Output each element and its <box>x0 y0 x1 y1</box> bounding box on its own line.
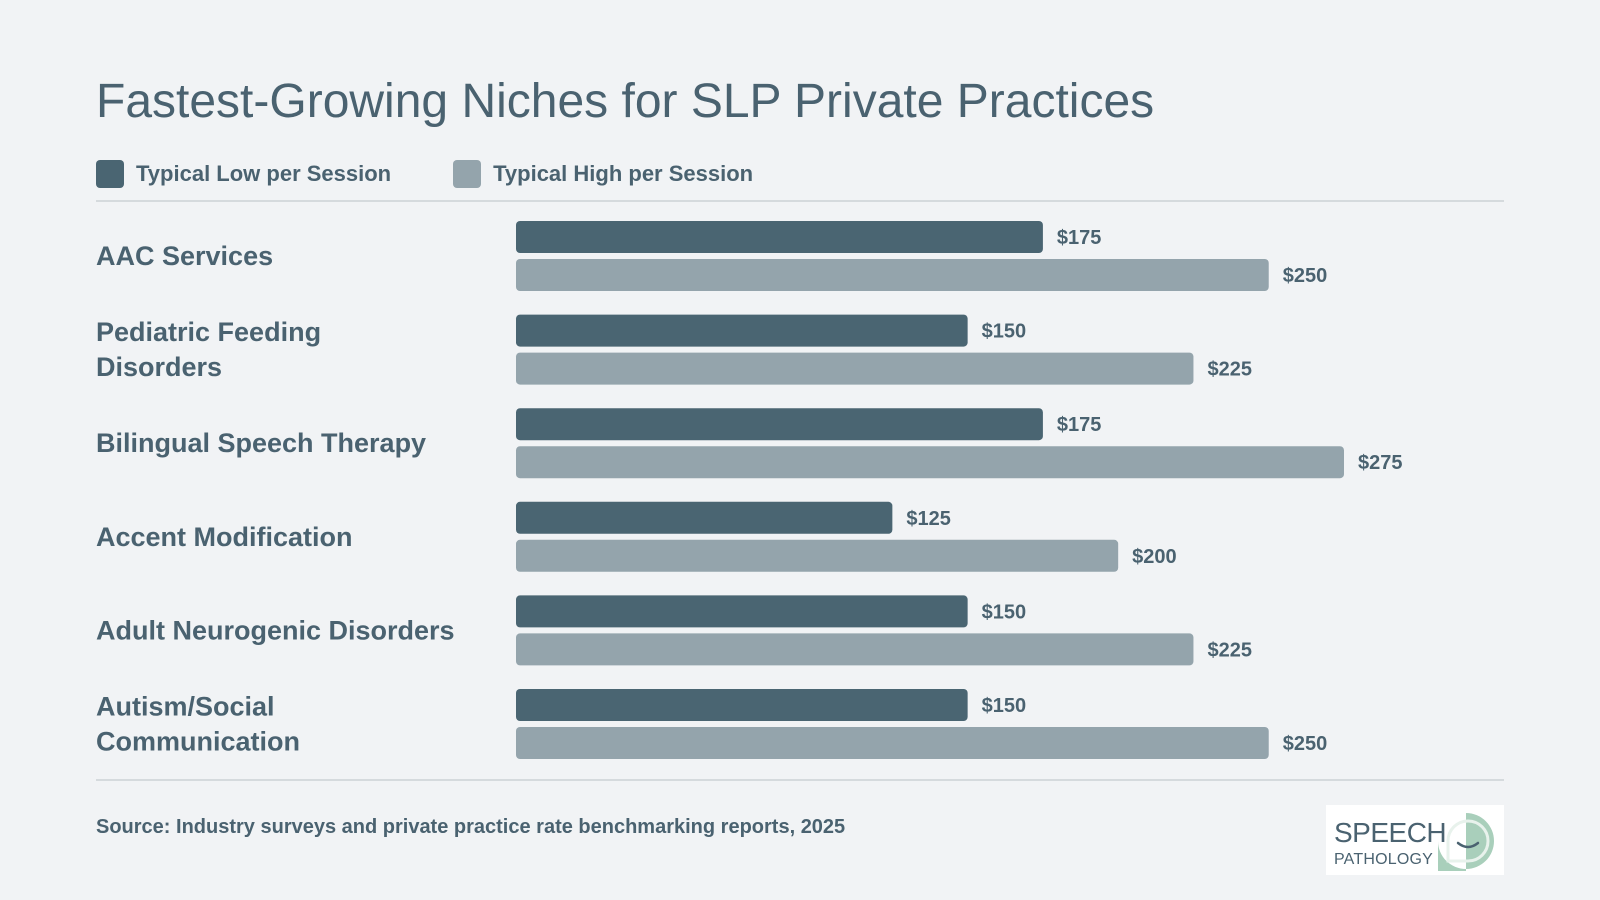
legend-item-high: Typical High per Session <box>453 160 753 188</box>
bar-high <box>516 633 1194 666</box>
value-label-low: $175 <box>1057 414 1102 436</box>
bar-low <box>516 689 968 721</box>
category-label: Pediatric Feeding Disorders <box>96 317 321 382</box>
value-label-high: $200 <box>1132 546 1177 568</box>
logo-text-speech: SPEECH <box>1334 817 1447 848</box>
value-label-low: $175 <box>1057 227 1102 249</box>
legend-label-high: Typical High per Session <box>493 161 754 186</box>
source-note: Source: Industry surveys and private pra… <box>96 816 846 838</box>
brand-logo: SPEECH PATHOLOGY <box>1326 805 1504 875</box>
chart-title: Fastest-Growing Niches for SLP Private P… <box>96 75 1155 128</box>
legend: Typical Low per Session Typical High per… <box>96 160 815 188</box>
bar-high <box>516 539 1119 572</box>
bar-low <box>516 501 893 534</box>
category-label: Autism/Social Communication <box>96 692 300 757</box>
value-label-low: $150 <box>982 321 1027 343</box>
value-label-low: $125 <box>906 508 951 530</box>
legend-swatch-low <box>96 160 124 188</box>
bar-high <box>516 727 1269 759</box>
value-label-low: $150 <box>982 601 1027 623</box>
category-label: Adult Neurogenic Disorders <box>96 615 455 645</box>
category-label: AAC Services <box>96 241 273 271</box>
value-label-high: $225 <box>1207 639 1252 661</box>
value-label-high: $275 <box>1358 452 1403 474</box>
top-divider <box>96 200 1504 202</box>
value-label-high: $250 <box>1283 733 1328 755</box>
bar-low <box>516 408 1043 441</box>
value-label-low: $150 <box>982 695 1027 717</box>
category-label: Bilingual Speech Therapy <box>96 428 426 458</box>
legend-item-low: Typical Low per Session <box>96 160 391 188</box>
value-label-high: $225 <box>1207 359 1252 381</box>
bar-high <box>516 352 1194 385</box>
bar-low <box>516 221 1043 253</box>
bottom-divider <box>96 779 1504 781</box>
bar-high <box>516 259 1269 291</box>
legend-label-low: Typical Low per Session <box>136 161 392 186</box>
logo-text-pathology: PATHOLOGY <box>1334 851 1434 868</box>
legend-swatch-high <box>453 160 482 188</box>
bar-high <box>516 446 1344 479</box>
category-label: Accent Modification <box>96 522 353 552</box>
bar-low <box>516 314 968 347</box>
bar-low <box>516 595 968 628</box>
bar-chart: AAC Services $175 $250 Pediatric Feeding Dis… <box>96 221 1403 759</box>
value-label-high: $250 <box>1283 265 1328 287</box>
speech-bubble-smile-icon <box>1438 813 1494 871</box>
